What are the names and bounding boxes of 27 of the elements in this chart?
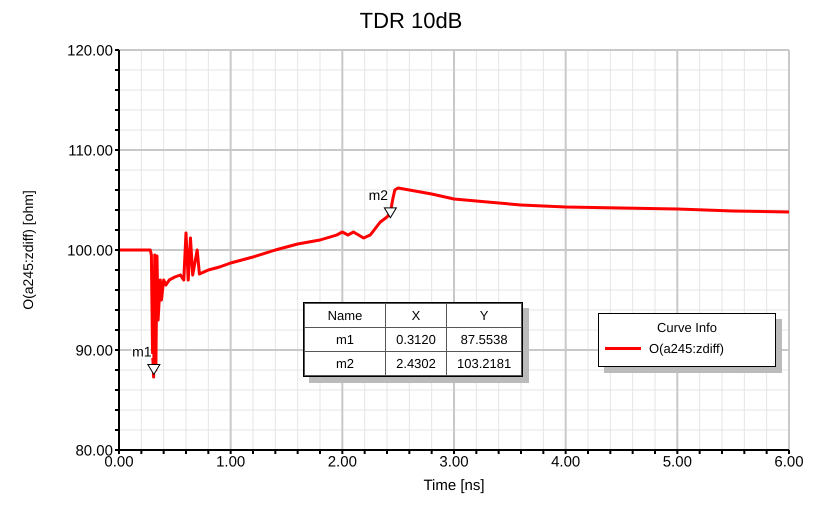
- annotation: 87.5538: [446, 328, 522, 352]
- y-tick-label: 120.00: [67, 42, 113, 60]
- annotation: 0.3120: [386, 328, 446, 352]
- annotation: 103.2181: [446, 352, 522, 376]
- x-tick-label: 4.00: [551, 454, 580, 471]
- y-tick-label: 90.00: [75, 342, 113, 360]
- annotation: m2: [368, 186, 388, 203]
- annotation: m1: [304, 328, 386, 352]
- annotation: 2.4302: [386, 352, 446, 376]
- line-series: [119, 186, 789, 378]
- chart-title: TDR 10dB: [358, 8, 464, 34]
- annotation: m1: [132, 343, 152, 360]
- legend-title: Curve Info: [656, 320, 718, 335]
- x-tick-label: 1.00: [216, 454, 246, 471]
- annotation: Y: [446, 304, 522, 328]
- x-tick-label: 3.00: [439, 454, 469, 471]
- annotation: m2: [304, 352, 386, 376]
- x-tick-label: 5.00: [662, 454, 692, 471]
- y-axis-title: O(a245:zdiff) [ohm]: [20, 190, 36, 310]
- x-tick-label: 6.00: [774, 454, 804, 471]
- annotation: X: [386, 304, 446, 328]
- x-axis-title: Time [ns]: [423, 477, 485, 494]
- legend-label: O(a245:zdiff): [649, 341, 724, 356]
- annotation: Name: [304, 304, 386, 328]
- y-tick-label: 110.00: [68, 142, 113, 160]
- x-tick-label: 2.00: [328, 454, 357, 471]
- y-tick-label: 100.00: [67, 242, 113, 260]
